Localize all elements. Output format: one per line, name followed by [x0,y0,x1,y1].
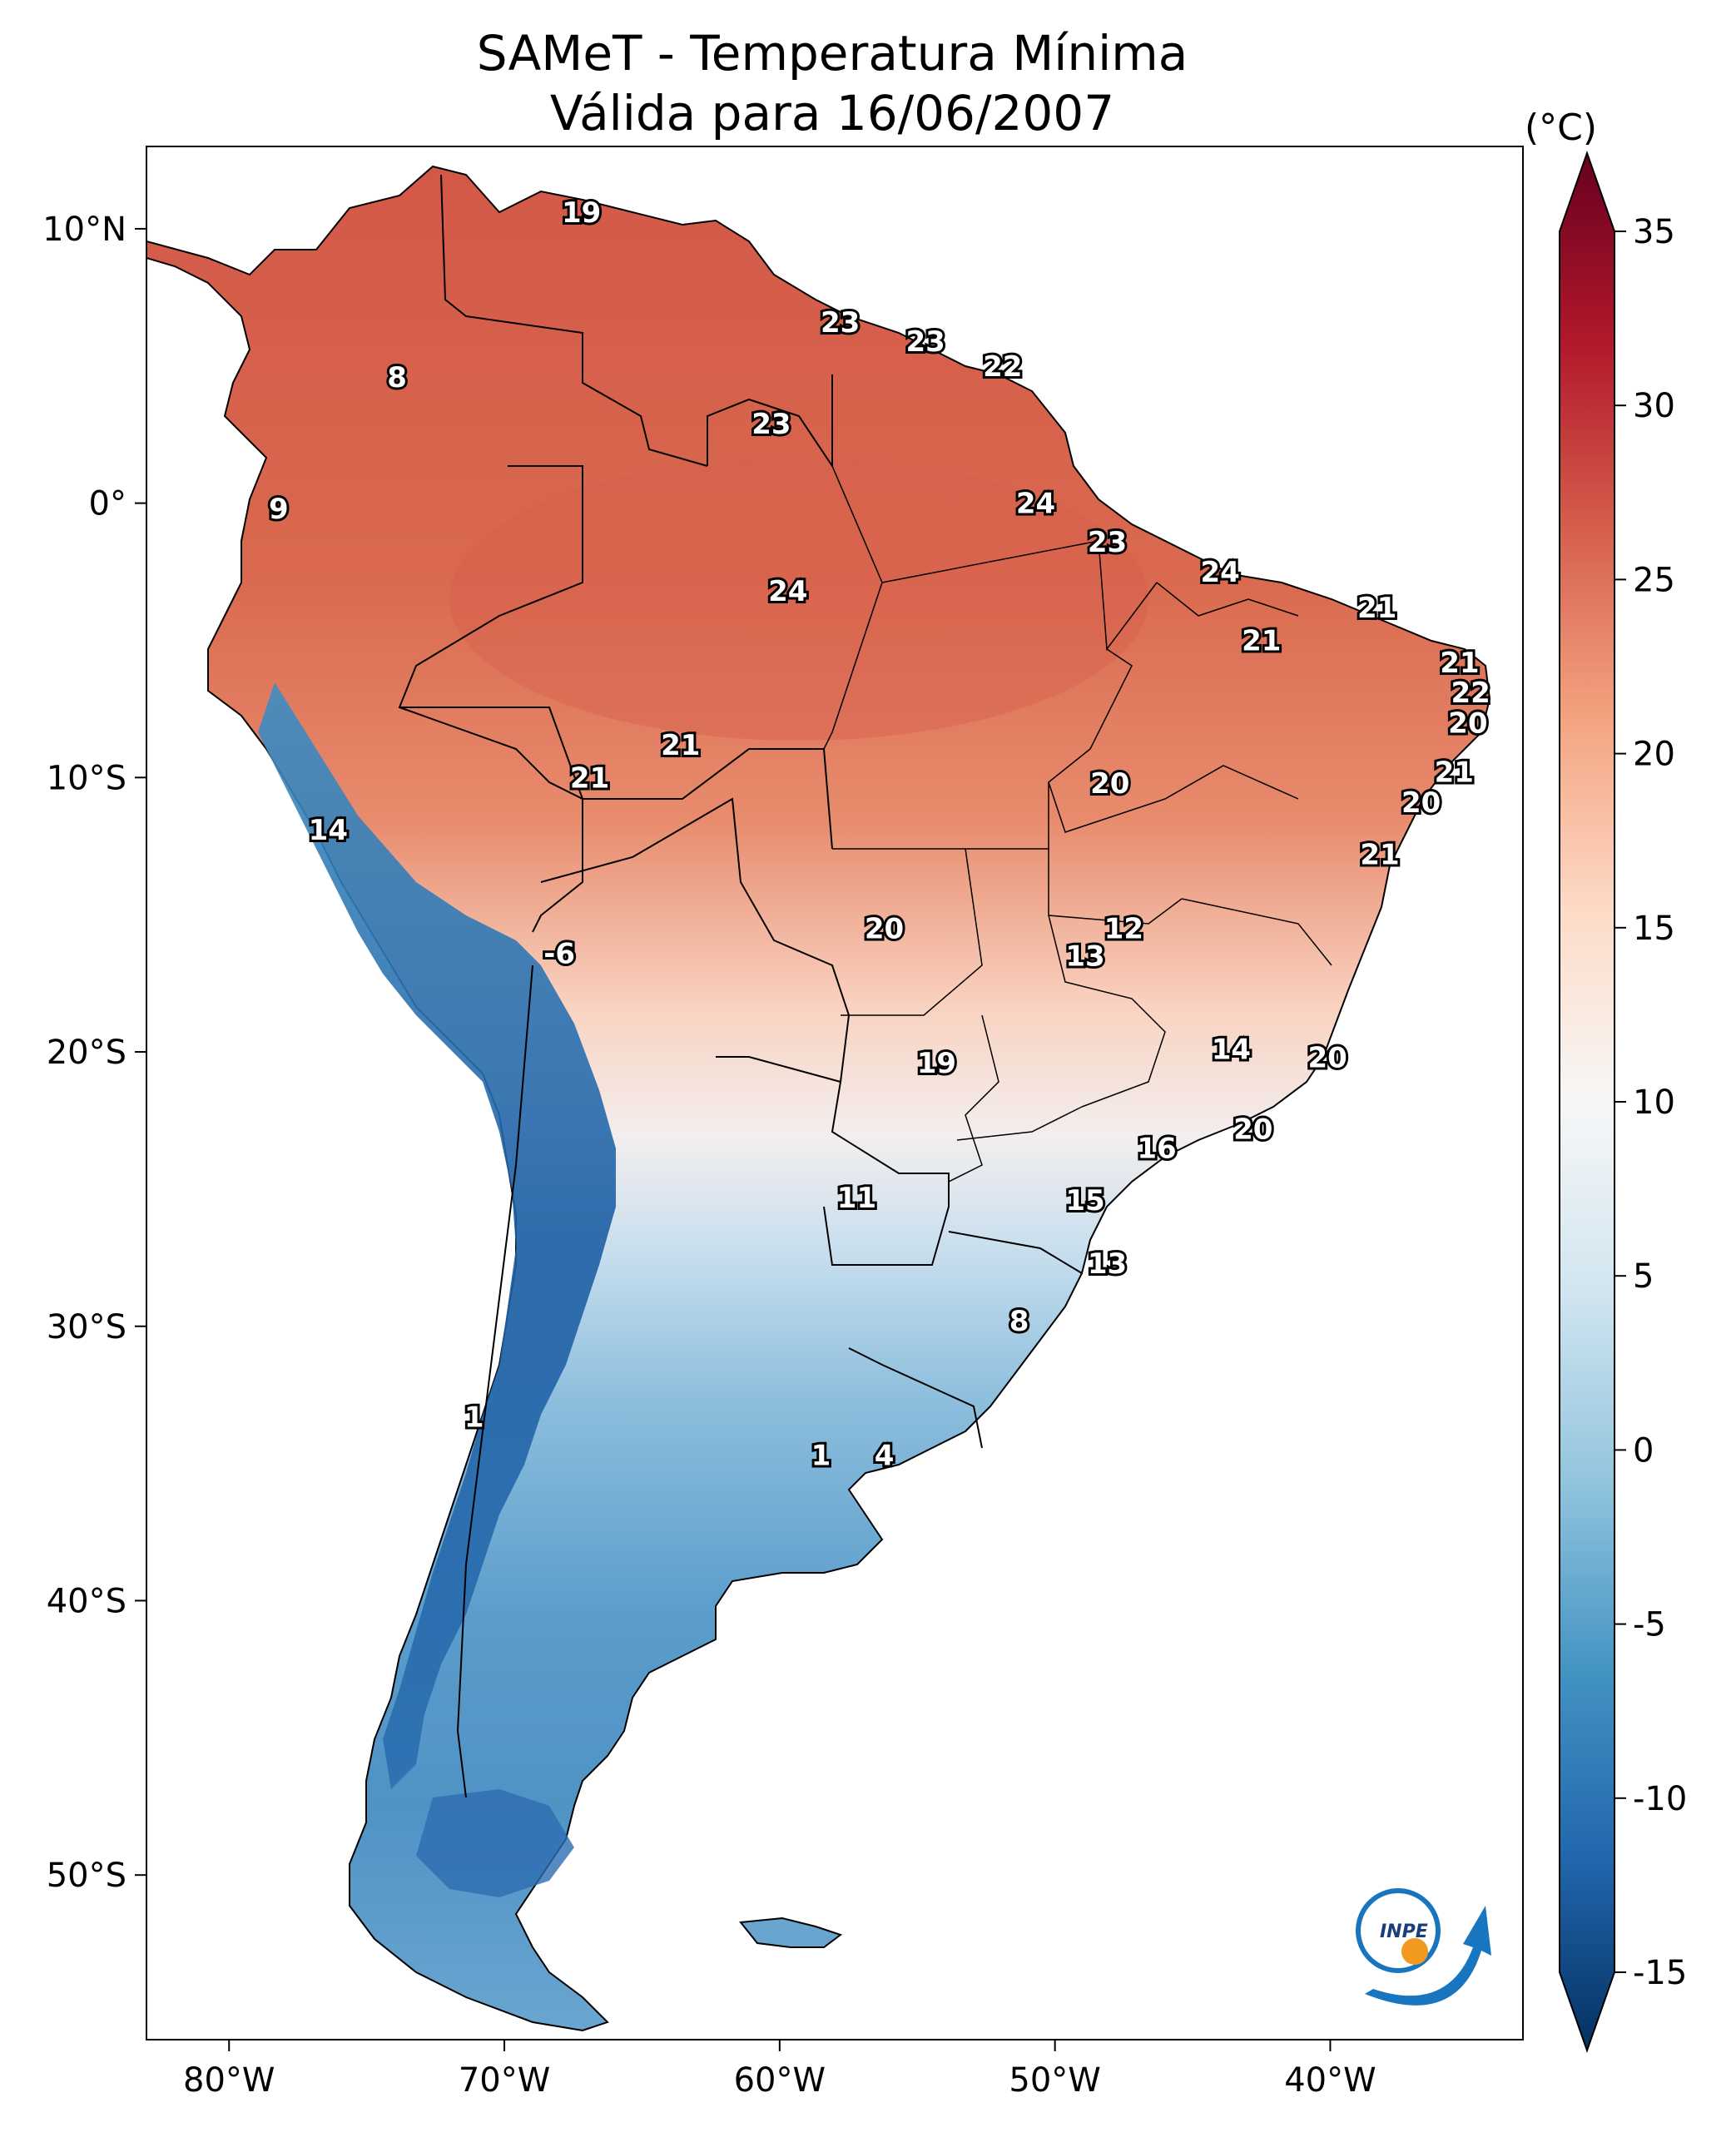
y-tick-label: 40°S [47,1582,126,1620]
temperature-label: 19 [562,196,601,230]
temperature-label: 1 [464,1401,484,1435]
temperature-label: -6 [543,937,575,970]
temperature-label: 11 [837,1182,876,1215]
colorbar-body [1559,150,1615,2054]
temperature-label: 21 [1360,839,1399,872]
y-axis: 10°N 0° 10°S 20°S 30°S 40°S 50°S [42,211,146,1895]
country-borders [398,174,1083,1798]
temperature-label: 20 [1233,1113,1272,1146]
x-tick-label: 50°W [1009,2061,1100,2100]
temperature-label: 4 [875,1440,895,1473]
x-axis: 80°W 70°W 60°W 50°W 40°W [183,2040,1376,2100]
map-title: SAMeT - Temperatura Mínima Válida para 1… [141,23,1523,143]
colorbar-tick-label: 10 [1633,1083,1675,1122]
temperature-label: 24 [1200,556,1239,589]
colorbar: 35 30 25 20 15 10 5 0 -5 -10 -15 [1559,150,1687,2054]
title-line-2: Válida para 16/06/2007 [549,85,1115,141]
temperature-label: 8 [1009,1305,1029,1338]
temperature-label: 24 [768,575,807,608]
colorbar-ticks: 35 30 25 20 15 10 5 0 -5 -10 -15 [1614,213,1687,1992]
colorbar-tick-label: 35 [1633,213,1675,251]
colorbar-tick-label: 5 [1633,1257,1654,1296]
temperature-label: 22 [1451,677,1490,710]
y-tick-label: 30°S [47,1308,126,1346]
y-tick-label: 10°N [42,211,126,249]
falkland-islands [739,1916,843,1948]
temperature-label: 13 [1088,1247,1127,1281]
colorbar-tick-label: 0 [1633,1431,1654,1470]
temperature-label: 23 [1088,526,1127,559]
temperature-label: 24 [1016,488,1055,521]
colorbar-unit: (°C) [1525,107,1598,149]
temperature-label: 20 [865,913,904,946]
temperature-label: 22 [983,350,1022,384]
temperature-label: 23 [905,325,945,359]
temperature-label: 21 [570,761,609,795]
y-tick-label: 10°S [47,759,126,797]
temperature-label: 20 [1307,1042,1347,1075]
patagonia-cold-region [416,1789,574,1897]
temperature-label: 21 [1435,756,1474,790]
temperature-label: 23 [751,408,791,441]
temperature-label: 20 [1448,707,1487,740]
colorbar-tick-label: 15 [1633,910,1675,948]
temperature-label: 21 [1357,592,1396,625]
temperature-label: 8 [387,361,407,394]
temperature-label: 21 [1242,624,1281,657]
colorbar-tick-label: -10 [1633,1780,1687,1818]
temperature-label: 16 [1137,1132,1176,1165]
x-tick-label: 40°W [1284,2061,1376,2100]
temperature-label: 23 [821,306,860,340]
x-tick-label: 70°W [459,2061,550,2100]
x-tick-label: 60°W [734,2061,826,2100]
andes-cold-region [258,682,616,1789]
temperature-label: 14 [309,814,348,847]
x-tick-label: 80°W [183,2061,275,2100]
colorbar-tick-label: 30 [1633,387,1675,425]
title-line-1: SAMeT - Temperatura Mínima [476,25,1188,82]
temperature-label: 13 [1065,940,1104,974]
inpe-logo-icon: INPE [1356,1888,1491,2006]
colorbar-tick-label: -5 [1633,1606,1666,1644]
temperature-label: 15 [1065,1184,1104,1217]
y-tick-label: 0° [89,485,126,523]
inpe-logo-text: INPE [1380,1921,1428,1942]
colorbar-tick-label: -15 [1633,1954,1687,1992]
temperature-label: 19 [917,1047,956,1080]
state-borders [823,465,1332,1183]
y-tick-label: 20°S [47,1034,126,1072]
temperature-label: 20 [1090,767,1129,801]
map-layer [146,165,1491,2032]
temperature-label: 14 [1212,1034,1251,1067]
colorbar-tick-label: 25 [1633,561,1675,599]
temperature-label: 21 [661,729,700,762]
temperature-label: 12 [1104,913,1143,946]
temperature-label: 1 [811,1440,831,1473]
y-tick-label: 50°S [47,1857,126,1895]
temperature-label: 21 [1440,647,1479,680]
colorbar-tick-label: 20 [1633,736,1675,774]
amazon-warm-region [449,458,1148,741]
temperature-label: 20 [1401,786,1441,820]
temperature-label: 9 [269,493,289,526]
